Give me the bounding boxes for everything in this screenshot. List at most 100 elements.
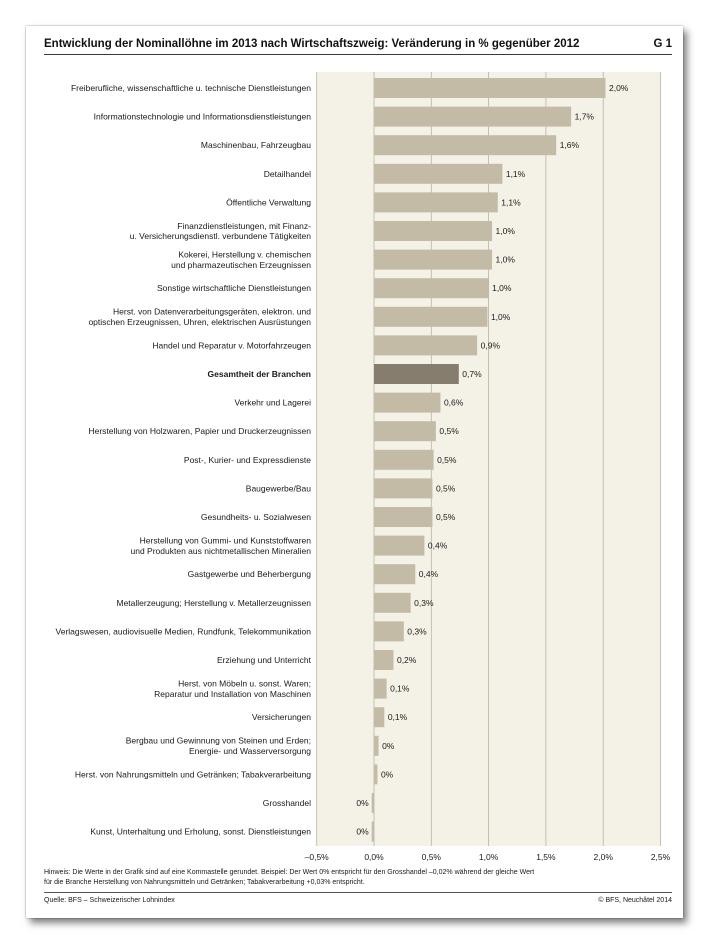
bar bbox=[374, 735, 379, 756]
category-label-line: Maschinenbau, Fahrzeugbau bbox=[201, 140, 311, 150]
category-label: Bergbau und Gewinnung von Steinen und Er… bbox=[126, 736, 312, 756]
category-label-line: Informationstechnologie und Informations… bbox=[94, 112, 312, 122]
category-label: Informationstechnologie und Informations… bbox=[94, 112, 312, 122]
bar bbox=[374, 678, 387, 699]
bars bbox=[371, 78, 606, 842]
category-label-line: Verkehr und Lagerei bbox=[234, 398, 311, 408]
value-label: 1,7% bbox=[575, 112, 595, 122]
category-label: Handel und Reparatur v. Motorfahrzeugen bbox=[152, 340, 311, 350]
category-label: Finanzdienstleistungen, mit Finanz-u. Ve… bbox=[130, 221, 312, 241]
value-label: 1,6% bbox=[560, 140, 580, 150]
category-label-line: Gesundheits- u. Sozialwesen bbox=[201, 512, 311, 522]
value-label: 0,4% bbox=[428, 541, 448, 551]
bar bbox=[371, 793, 374, 813]
value-label: 0,5% bbox=[436, 483, 456, 493]
bar bbox=[374, 421, 436, 442]
category-label: Gesamtheit der Branchen bbox=[208, 369, 311, 379]
title-divider bbox=[44, 54, 672, 55]
x-tick-label: 1,5% bbox=[536, 852, 556, 862]
value-label: 0,5% bbox=[436, 512, 456, 522]
source-note: Quelle: BFS – Schweizerischer Lohnindex bbox=[44, 897, 175, 904]
bar bbox=[374, 306, 488, 327]
category-label: Detailhandel bbox=[264, 169, 311, 179]
value-label: 1,0% bbox=[491, 312, 511, 322]
category-label: Herst. von Nahrungsmitteln und Getränken… bbox=[75, 769, 311, 779]
category-label-line: Sonstige wirtschaftliche Dienstleistunge… bbox=[157, 283, 311, 293]
category-label-line: Herst. von Nahrungsmitteln und Getränken… bbox=[75, 769, 311, 779]
bar bbox=[374, 106, 572, 127]
category-label-line: u. Versicherungsdienstl. verbundene Täti… bbox=[130, 231, 312, 241]
value-label: 1,1% bbox=[506, 169, 526, 179]
value-label: 0,3% bbox=[407, 626, 427, 636]
category-label-line: Freiberufliche, wissenschaftliche u. tec… bbox=[71, 83, 311, 93]
value-label: 0,3% bbox=[414, 598, 434, 608]
category-label-line: Gesamtheit der Branchen bbox=[208, 369, 311, 379]
bar bbox=[374, 335, 478, 356]
bar bbox=[374, 392, 441, 413]
category-label: Versicherungen bbox=[252, 712, 311, 722]
bar bbox=[374, 507, 433, 527]
category-label-line: Energie- und Wasserversorgung bbox=[189, 746, 311, 756]
category-label-line: Herst. von Möbeln u. sonst. Waren; bbox=[178, 678, 311, 688]
bar bbox=[374, 650, 394, 670]
footnote-line: für die Branche Herstellung von Nahrungs… bbox=[44, 879, 365, 886]
category-label: Metallerzeugung; Herstellung v. Metaller… bbox=[117, 598, 312, 608]
category-label-line: Detailhandel bbox=[264, 169, 311, 179]
footer-divider bbox=[44, 892, 672, 893]
category-label-line: Öffentliche Verwaltung bbox=[226, 197, 311, 207]
category-label-line: und Produkten aus nichtmetallischen Mine… bbox=[131, 546, 312, 556]
value-label: 0,5% bbox=[439, 426, 459, 436]
bar bbox=[374, 135, 557, 156]
value-label: 1,0% bbox=[496, 226, 516, 236]
value-label: 0% bbox=[382, 741, 395, 751]
value-labels: 2,0% 1,7% 1,6% 1,1% 1,1% 1,0% 1,0% 1,0% 1,0% 0,9%… bbox=[356, 83, 628, 837]
category-label: Baugewerbe/Bau bbox=[246, 483, 311, 493]
category-label-line: Herstellung von Holzwaren, Papier und Dr… bbox=[88, 426, 311, 436]
bar bbox=[374, 621, 404, 642]
category-label-line: optischen Erzeugnissen, Uhren, elektrisc… bbox=[88, 317, 311, 327]
bar bbox=[374, 249, 493, 270]
bar bbox=[374, 449, 434, 470]
bar bbox=[374, 221, 493, 241]
category-label: Herstellung von Holzwaren, Papier und Dr… bbox=[88, 426, 311, 436]
category-label-line: Baugewerbe/Bau bbox=[246, 483, 311, 493]
category-label: Herstellung von Gummi- und Kunststoffwar… bbox=[131, 535, 312, 555]
value-label: 0,5% bbox=[437, 455, 457, 465]
bar bbox=[374, 764, 378, 785]
x-tick-label: 1,0% bbox=[479, 852, 499, 862]
bar bbox=[374, 478, 433, 499]
x-tick-label: –0,5% bbox=[305, 852, 330, 862]
value-label: 0% bbox=[381, 769, 394, 779]
bar bbox=[374, 707, 385, 728]
value-label: 0,1% bbox=[390, 684, 410, 694]
bar bbox=[374, 564, 416, 585]
category-label-line: Kokerei, Herstellung v. chemischen bbox=[178, 249, 311, 259]
copyright-note: © BFS, Neuchâtel 2014 bbox=[598, 897, 672, 904]
category-labels: Freiberufliche, wissenschaftliche u. tec… bbox=[56, 83, 312, 837]
value-label: 0,1% bbox=[388, 712, 408, 722]
value-label: 0,4% bbox=[419, 569, 439, 579]
category-label-line: Herstellung von Gummi- und Kunststoffwar… bbox=[140, 535, 312, 545]
category-label: Freiberufliche, wissenschaftliche u. tec… bbox=[71, 83, 311, 93]
category-label-line: Gastgewerbe und Beherbergung bbox=[188, 569, 312, 579]
bar bbox=[374, 78, 606, 98]
category-label: Gesundheits- u. Sozialwesen bbox=[201, 512, 311, 522]
category-label-line: Versicherungen bbox=[252, 712, 311, 722]
x-tick-label: 2,5% bbox=[651, 852, 671, 862]
footnote-line: Hinweis: Die Werte in der Grafik sind au… bbox=[44, 869, 535, 876]
category-label-line: Herst. von Datenverarbeitungsgeräten, el… bbox=[113, 307, 311, 317]
category-label: Verlagswesen, audiovisuelle Medien, Rund… bbox=[56, 626, 312, 636]
x-tick-label: 2,0% bbox=[594, 852, 614, 862]
category-label: Post-, Kurier- und Expressdienste bbox=[184, 455, 311, 465]
category-label: Maschinenbau, Fahrzeugbau bbox=[201, 140, 311, 150]
category-label: Grosshandel bbox=[263, 798, 311, 808]
value-label: 1,0% bbox=[492, 283, 512, 293]
category-label-line: Verlagswesen, audiovisuelle Medien, Rund… bbox=[56, 626, 312, 636]
category-label: Kokerei, Herstellung v. chemischen und ph… bbox=[171, 249, 311, 269]
category-label: Öffentliche Verwaltung bbox=[226, 197, 311, 207]
category-label: Kunst, Unterhaltung und Erholung, sonst.… bbox=[90, 827, 311, 837]
category-label-line: Metallerzeugung; Herstellung v. Metaller… bbox=[117, 598, 312, 608]
bar bbox=[374, 163, 503, 184]
category-label-line: und pharmazeutischen Erzeugnissen bbox=[171, 260, 311, 270]
